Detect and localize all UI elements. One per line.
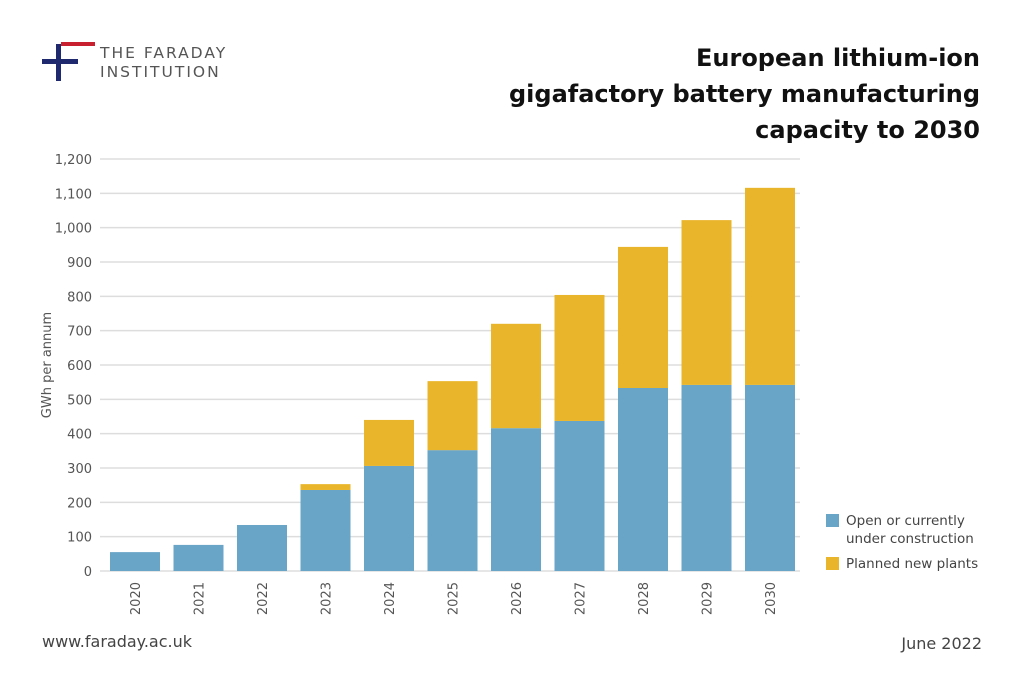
y-tick-label: 1,100 [55, 187, 92, 202]
chart-title: European lithium-ion gigafactory battery … [509, 44, 980, 144]
website-url: www.faraday.ac.uk [42, 632, 193, 651]
y-tick-label: 1,200 [55, 153, 92, 168]
y-tick-label: 600 [67, 359, 92, 374]
y-tick-label: 100 [67, 531, 92, 546]
bar-planned-2026 [491, 323, 541, 429]
x-tick-label: 2030 [764, 582, 779, 615]
bar-planned-2030 [745, 187, 795, 385]
y-tick-label: 800 [67, 290, 92, 305]
x-tick-label: 2026 [510, 582, 525, 615]
legend-open: Open or currently under construction [826, 512, 974, 548]
y-tick-label: 400 [67, 428, 92, 443]
y-tick-label: 700 [67, 325, 92, 340]
bar-open-2021 [173, 544, 224, 571]
logo-text: THE FARADAY INSTITUTION [100, 44, 228, 81]
bar-open-2030 [745, 384, 795, 571]
y-tick-label: 200 [67, 496, 92, 511]
x-tick-label: 2028 [637, 582, 652, 615]
bar-open-2028 [618, 388, 668, 571]
bar-planned-2027 [554, 294, 605, 421]
bar-open-2026 [491, 428, 541, 571]
bar-open-2020 [110, 552, 160, 571]
bar-planned-2029 [681, 220, 732, 385]
x-tick-label: 2029 [701, 582, 716, 615]
bar-open-2023 [300, 489, 351, 571]
y-tick-label: 900 [67, 256, 92, 271]
y-tick-label: 300 [67, 462, 92, 477]
faraday-logo [42, 42, 95, 81]
bar-planned-2024 [364, 419, 414, 466]
bar-open-2029 [681, 384, 732, 571]
bar-open-2025 [427, 450, 478, 571]
x-tick-label: 2025 [447, 582, 462, 615]
x-tick-label: 2024 [383, 582, 398, 615]
x-tick-label: 2027 [574, 582, 589, 615]
x-tick-label: 2021 [193, 582, 208, 615]
x-tick-label: 2022 [256, 582, 271, 615]
publication-date: June 2022 [901, 634, 982, 653]
bar-planned-2025 [427, 381, 478, 451]
bar-planned-2023 [300, 484, 351, 490]
y-tick-label: 0 [84, 565, 92, 580]
y-tick-label: 1,000 [55, 222, 92, 237]
y-axis-label: GWh per annum [40, 312, 55, 418]
bar-planned-2028 [618, 246, 668, 389]
x-tick-label: 2023 [320, 582, 335, 615]
y-tick-label: 500 [67, 393, 92, 408]
legend-planned: Planned new plants [826, 555, 978, 573]
x-tick-label: 2020 [129, 582, 144, 615]
bar-open-2024 [364, 465, 414, 571]
bar-open-2022 [237, 524, 287, 571]
bar-open-2027 [554, 420, 605, 571]
